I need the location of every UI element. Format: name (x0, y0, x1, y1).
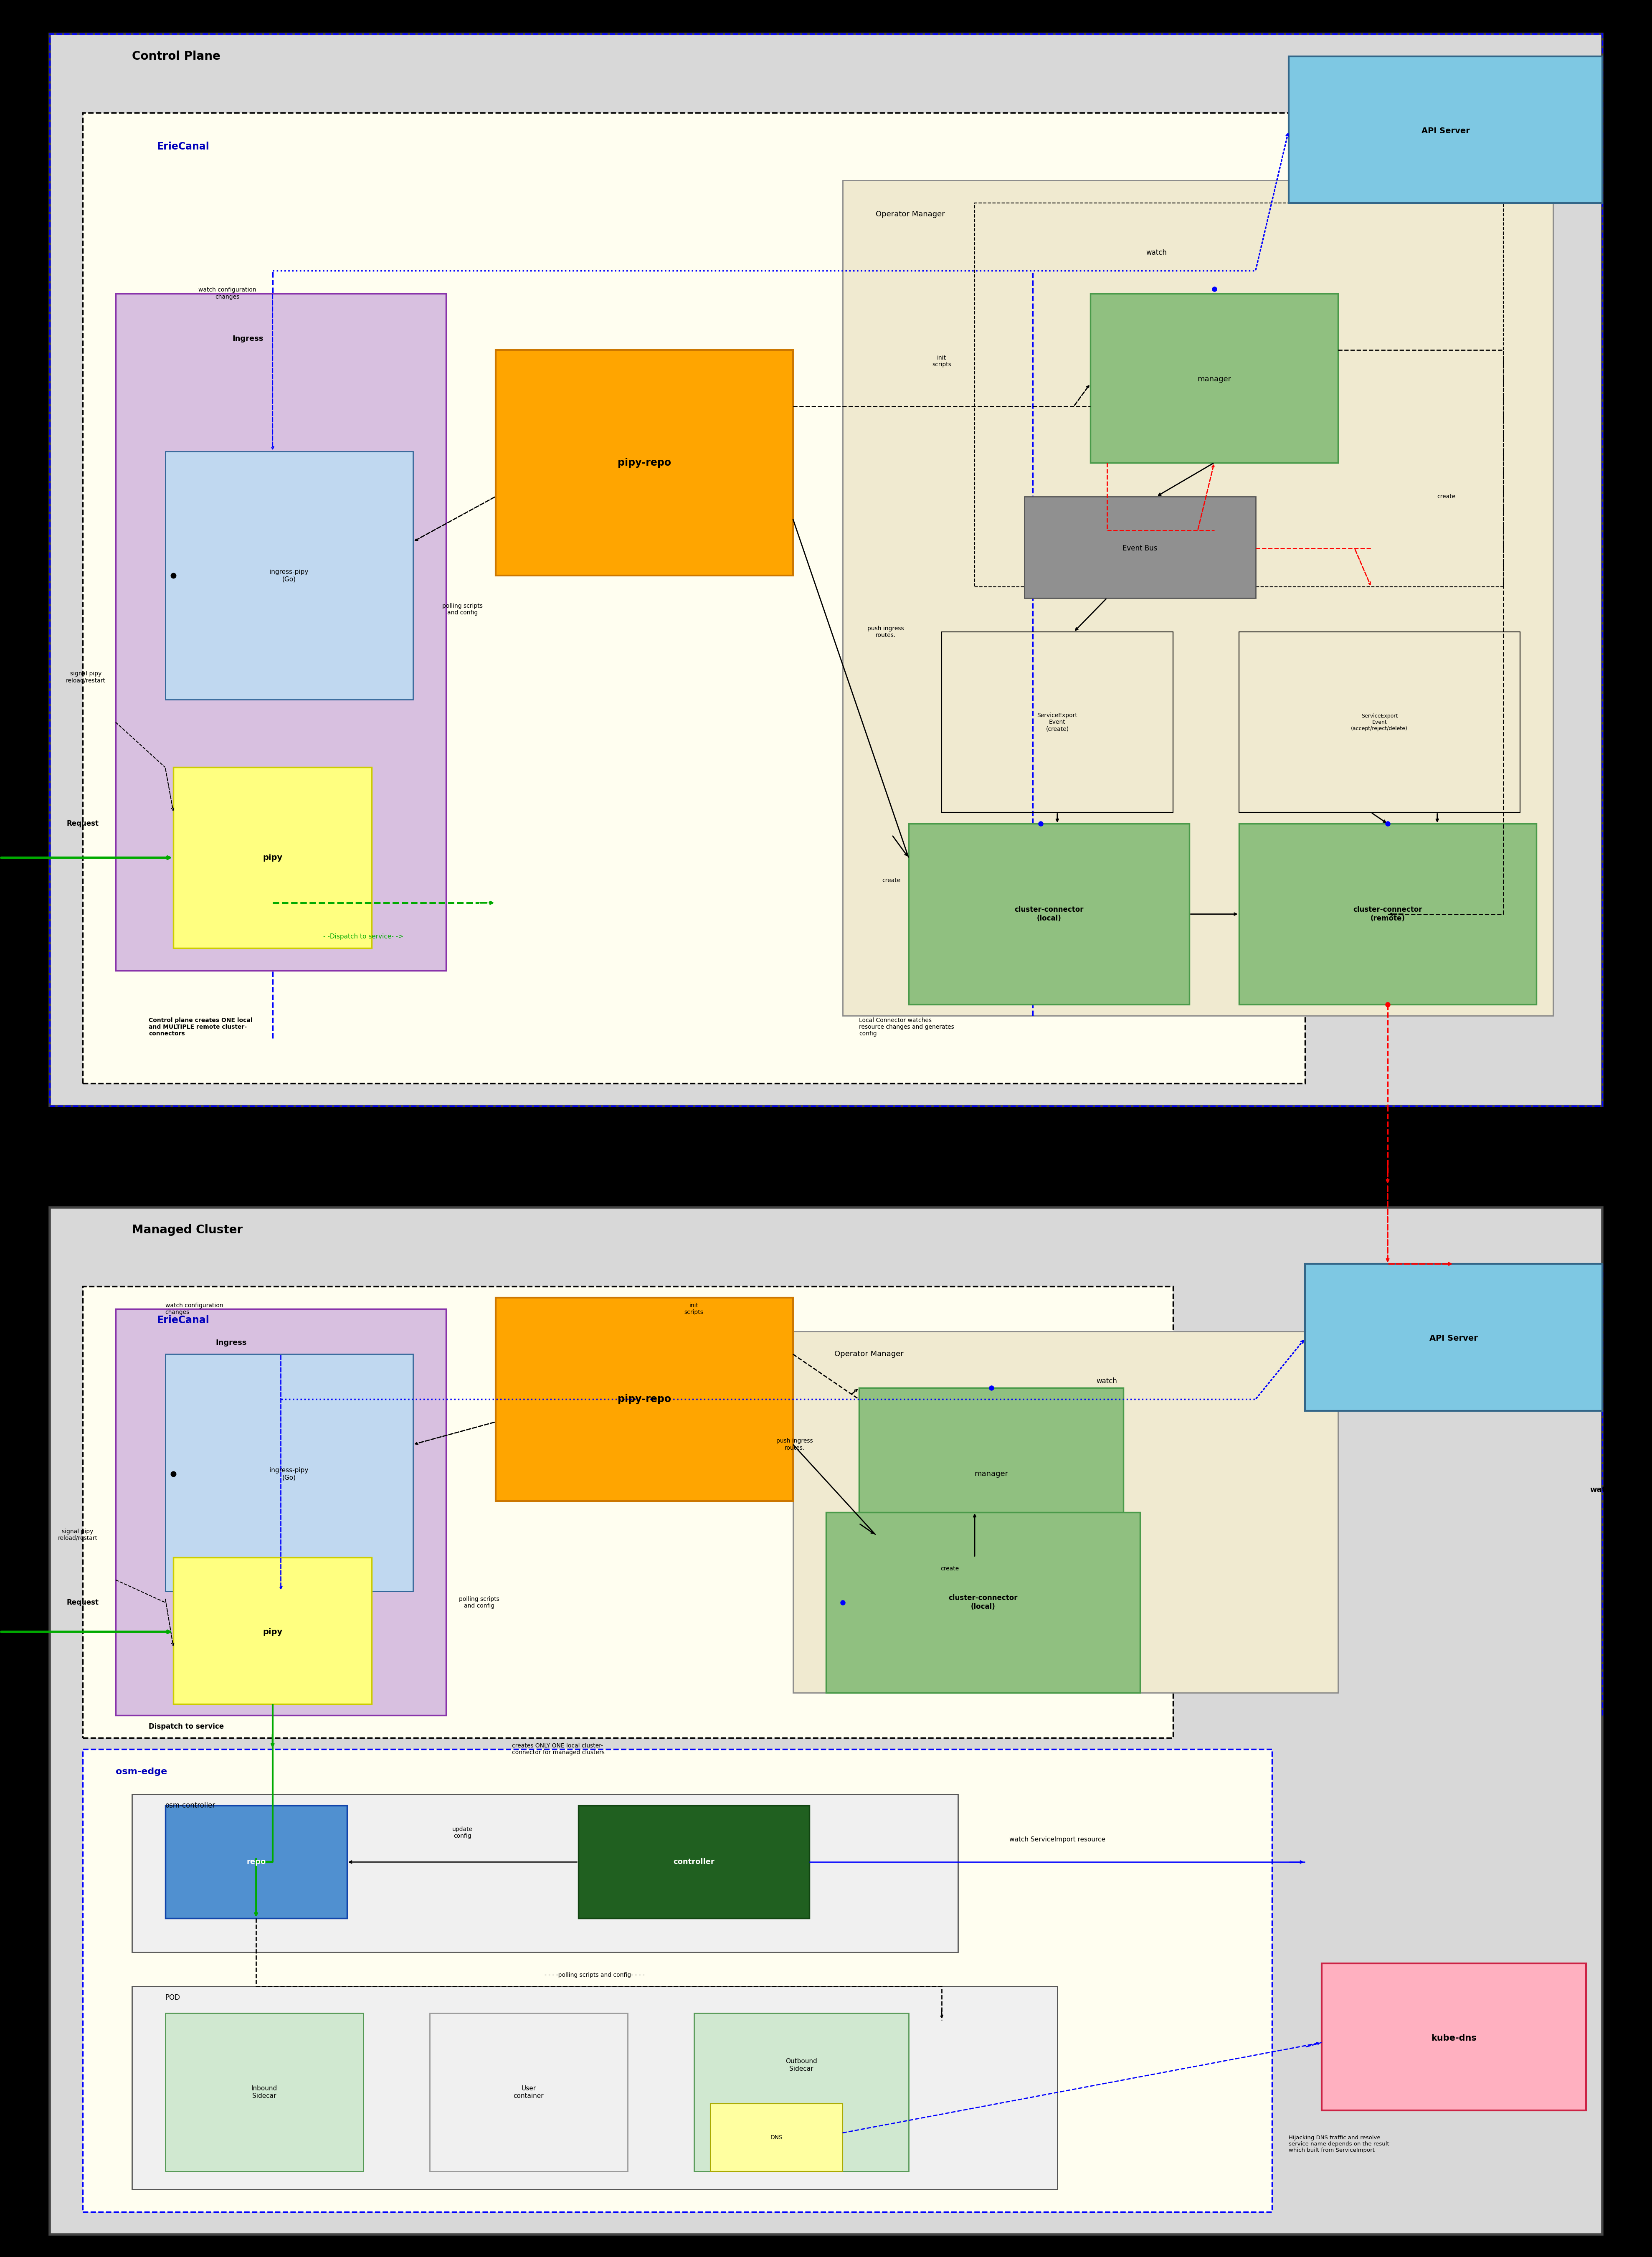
Bar (843, 181, 1553, 1016)
Text: watch: watch (1589, 1485, 1616, 1494)
Bar (83, 1286, 1173, 1738)
Text: Operator Manager: Operator Manager (876, 210, 945, 219)
Bar (942, 632, 1173, 813)
Text: POD: POD (165, 1993, 180, 2002)
Bar (496, 1298, 793, 1501)
Bar (1239, 632, 1520, 813)
Bar (826, 1512, 1140, 1693)
Text: watch ServiceImport resource: watch ServiceImport resource (1009, 1837, 1105, 1842)
Bar (975, 203, 1503, 587)
Bar (116, 1309, 446, 1715)
Text: Event Bus: Event Bus (1122, 544, 1158, 553)
Text: watch: watch (1097, 1377, 1117, 1386)
Text: ingress-pipy
(Go): ingress-pipy (Go) (269, 569, 309, 582)
Text: Local Connector watches
resource changes and generates
config: Local Connector watches resource changes… (859, 1018, 955, 1036)
Text: controller: controller (674, 1858, 714, 1867)
Text: create: create (882, 878, 900, 882)
Bar (173, 767, 372, 948)
Text: Operator Manager: Operator Manager (834, 1350, 904, 1359)
Bar (578, 1806, 809, 1918)
Text: Hijacking DNS traffic and resolve
service name depends on the result
which built: Hijacking DNS traffic and resolve servic… (1289, 2135, 1389, 2153)
Bar (50, 34, 1602, 1106)
Bar (116, 293, 446, 971)
Text: push ingress
routes.: push ingress routes. (776, 1438, 813, 1451)
Text: pipy-repo: pipy-repo (618, 1395, 671, 1404)
Bar (165, 2013, 363, 2171)
Text: Ingress: Ingress (233, 334, 263, 343)
Text: - - - -polling scripts and config- - - -: - - - -polling scripts and config- - - - (545, 1973, 644, 1977)
Bar (83, 1749, 1272, 2212)
Text: DNS: DNS (770, 2135, 783, 2140)
Text: cluster-connector
(local): cluster-connector (local) (948, 1593, 1018, 1611)
Text: Control plane creates ONE local
and MULTIPLE remote cluster-
connectors: Control plane creates ONE local and MULT… (149, 1018, 253, 1036)
Text: polling scripts
and config: polling scripts and config (443, 603, 482, 616)
Bar (50, 34, 1602, 1106)
Text: ErieCanal: ErieCanal (157, 1316, 210, 1325)
Bar (694, 2013, 909, 2171)
Text: pipy: pipy (263, 853, 282, 862)
Text: Managed Cluster: Managed Cluster (132, 1223, 243, 1237)
Bar (710, 2104, 843, 2171)
Bar (1090, 293, 1338, 463)
Text: init
scripts: init scripts (932, 354, 952, 368)
Text: Outbound
Sidecar: Outbound Sidecar (785, 2058, 818, 2072)
Text: osm-edge: osm-edge (116, 1767, 167, 1776)
Text: push ingress
routes.: push ingress routes. (867, 625, 904, 639)
Bar (496, 350, 793, 576)
Text: watch configuration
changes: watch configuration changes (165, 1302, 223, 1316)
Bar (909, 824, 1189, 1004)
Text: Control Plane: Control Plane (132, 50, 221, 63)
Text: polling scripts
and config: polling scripts and config (459, 1596, 499, 1609)
Text: update
config: update config (453, 1826, 472, 1839)
Text: ingress-pipy
(Go): ingress-pipy (Go) (269, 1467, 309, 1481)
Text: cluster-connector
(remote): cluster-connector (remote) (1353, 905, 1422, 923)
Bar (165, 1354, 413, 1591)
Text: ServiceExport
Event
(create): ServiceExport Event (create) (1037, 713, 1077, 731)
Bar (430, 2013, 628, 2171)
Text: API Server: API Server (1429, 1334, 1479, 1343)
Text: ErieCanal: ErieCanal (157, 142, 210, 151)
Text: watch configuration
changes: watch configuration changes (198, 287, 256, 300)
Text: manager: manager (1198, 375, 1231, 384)
Bar (859, 1388, 1123, 1557)
Bar (1239, 824, 1536, 1004)
Text: ServiceExport
Event
(accept/reject/delete): ServiceExport Event (accept/reject/delet… (1351, 713, 1408, 731)
Bar (165, 451, 413, 700)
Text: creates ONLY ONE local cluster-
connector for managed clusters: creates ONLY ONE local cluster- connecto… (512, 1742, 605, 1756)
Text: Request: Request (66, 1598, 99, 1607)
Text: signal pipy
reload/restart: signal pipy reload/restart (66, 670, 106, 684)
Bar (173, 1557, 372, 1704)
Bar (1305, 1264, 1602, 1411)
Bar (165, 1806, 347, 1918)
Text: Create/Update/Delete
ServiceImport upon
ServiceExport event: Create/Update/Delete ServiceImport upon … (1404, 1142, 1475, 1160)
Text: Inbound
Sidecar: Inbound Sidecar (251, 2085, 278, 2099)
Bar (1024, 497, 1256, 598)
Text: signal pipy
reload/restart: signal pipy reload/restart (58, 1528, 97, 1542)
Bar (793, 1332, 1338, 1693)
Text: pipy: pipy (263, 1627, 282, 1636)
Text: Ingress: Ingress (216, 1338, 246, 1347)
Text: User
container: User container (514, 2085, 544, 2099)
Text: repo: repo (246, 1858, 266, 1867)
Bar (1289, 56, 1602, 203)
Text: init
scripts: init scripts (684, 1302, 704, 1316)
Bar (83, 113, 1305, 1083)
Text: kube-dns: kube-dns (1431, 2034, 1477, 2043)
Text: create: create (940, 1566, 960, 1571)
Text: Dispatch to service: Dispatch to service (149, 1722, 225, 1731)
Text: pipy-repo: pipy-repo (618, 458, 671, 467)
Bar (1322, 1964, 1586, 2110)
Bar (132, 1986, 1057, 2189)
Bar (50, 1207, 1602, 2234)
Text: watch: watch (1146, 248, 1166, 257)
Text: manager: manager (975, 1469, 1008, 1478)
Text: create: create (1437, 494, 1455, 499)
Text: - -Dispatch to service- ->: - -Dispatch to service- -> (324, 934, 403, 939)
Bar (132, 1794, 958, 1952)
Text: osm-controller: osm-controller (165, 1801, 215, 1810)
Text: cluster-connector
(local): cluster-connector (local) (1014, 905, 1084, 923)
Text: Request: Request (66, 819, 99, 828)
Text: API Server: API Server (1421, 126, 1470, 135)
